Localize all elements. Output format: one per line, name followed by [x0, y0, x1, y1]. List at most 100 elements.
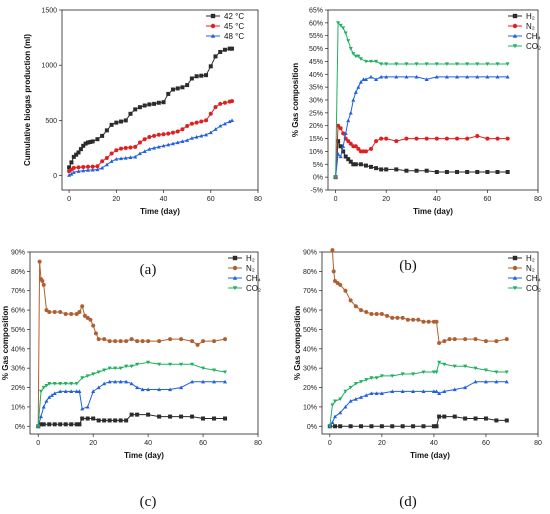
- data-point: [135, 339, 140, 344]
- data-point: [113, 418, 118, 423]
- data-point: [475, 170, 480, 174]
- data-point: [102, 368, 107, 373]
- data-point: [431, 370, 436, 375]
- data-point: [194, 74, 199, 79]
- plot-frame: [321, 251, 539, 435]
- data-point: [85, 416, 90, 421]
- data-point: [356, 85, 361, 89]
- series-3: [333, 74, 510, 179]
- y-tick-label: 90%: [303, 250, 317, 257]
- series-1: [36, 412, 228, 429]
- data-point: [179, 337, 184, 342]
- data-point: [455, 136, 460, 141]
- data-point: [212, 379, 217, 384]
- data-point: [404, 74, 409, 79]
- data-point: [118, 366, 123, 371]
- data-point: [113, 339, 118, 344]
- data-point: [394, 62, 399, 66]
- data-point: [170, 87, 175, 92]
- data-point: [343, 154, 348, 159]
- legend-marker: [512, 44, 518, 49]
- data-point: [374, 311, 379, 316]
- legend-label: H₂: [526, 254, 535, 263]
- x-tick-label: 40: [144, 440, 152, 447]
- data-point: [96, 337, 101, 342]
- data-point: [358, 80, 363, 84]
- data-point: [37, 259, 42, 264]
- data-point: [190, 362, 195, 367]
- data-point: [336, 152, 341, 156]
- data-point: [69, 389, 74, 394]
- data-point: [201, 416, 206, 421]
- data-point: [353, 397, 358, 401]
- y-tick-label: 40%: [309, 72, 323, 79]
- data-point: [156, 100, 161, 105]
- data-point: [363, 163, 368, 168]
- data-point: [76, 165, 81, 170]
- data-point: [109, 159, 114, 163]
- data-point: [411, 372, 416, 376]
- data-point: [123, 155, 128, 160]
- data-point: [88, 317, 93, 322]
- x-tick-label: 40: [433, 196, 441, 203]
- data-point: [88, 139, 93, 144]
- y-tick-label: 60%: [11, 308, 25, 315]
- data-point: [353, 304, 358, 309]
- data-point: [104, 162, 109, 167]
- data-point: [338, 424, 343, 429]
- y-axis-label: Cumulative biogas production (ml): [23, 34, 32, 166]
- legend-marker: [512, 23, 518, 29]
- data-point: [140, 339, 145, 344]
- data-point: [341, 149, 346, 154]
- data-point: [463, 337, 468, 342]
- data-point: [452, 337, 457, 342]
- data-point: [222, 100, 227, 105]
- data-point: [353, 54, 358, 59]
- data-point: [129, 381, 134, 386]
- data-point: [369, 391, 374, 395]
- data-point: [336, 139, 341, 144]
- data-point: [80, 406, 85, 411]
- data-point: [223, 379, 228, 384]
- data-point: [475, 134, 480, 138]
- series-1: [327, 414, 509, 429]
- data-point: [81, 168, 86, 173]
- data-point: [411, 317, 416, 322]
- data-point: [434, 62, 439, 66]
- data-point: [390, 389, 395, 394]
- data-point: [359, 395, 364, 399]
- data-point: [341, 144, 346, 148]
- data-point: [384, 74, 389, 79]
- data-point: [465, 136, 470, 141]
- data-point: [74, 389, 79, 394]
- data-point: [494, 418, 499, 423]
- y-tick-label: 30%: [303, 366, 317, 373]
- y-tick-label: 0%: [15, 424, 25, 431]
- data-point: [227, 119, 232, 124]
- data-point: [129, 412, 134, 417]
- data-point: [421, 370, 426, 375]
- legend-label: CO₂: [526, 284, 541, 293]
- data-point: [58, 422, 63, 427]
- data-point: [434, 370, 439, 375]
- data-point: [124, 364, 129, 369]
- x-tick-label: 60: [199, 440, 207, 447]
- data-point: [434, 424, 439, 429]
- data-point: [351, 98, 356, 102]
- data-point: [494, 379, 499, 384]
- data-point: [473, 379, 478, 384]
- data-point: [74, 422, 79, 427]
- data-point: [128, 145, 133, 150]
- data-point: [437, 341, 442, 345]
- data-point: [156, 132, 161, 137]
- data-point: [135, 412, 140, 417]
- legend-label: 48 °C: [224, 32, 244, 41]
- data-point: [128, 111, 133, 116]
- data-point: [58, 310, 63, 315]
- data-point: [74, 382, 79, 386]
- chart-panel-1: 0 20 40 60 80 0 500 1000 1500 Time (day) Cumulativ…: [23, 8, 262, 279]
- y-tick-label: 20%: [309, 123, 323, 130]
- data-point: [90, 164, 95, 169]
- data-point: [41, 282, 46, 287]
- data-point: [230, 118, 235, 123]
